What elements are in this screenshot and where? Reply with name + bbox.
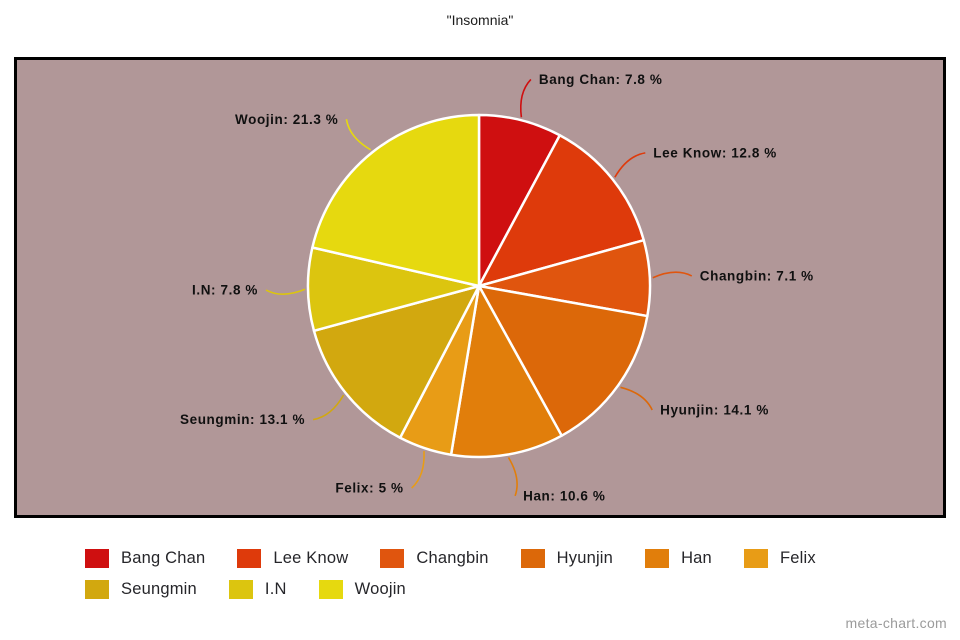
legend-item-hyunjin: Hyunjin — [520, 548, 614, 568]
legend-item-woojin: Woojin — [318, 579, 406, 599]
leader-line-felix — [411, 451, 425, 489]
slice-label-han: Han: 10.6 % — [523, 488, 605, 503]
legend: Bang Chan Lee Know Changbin Hyunjin Han Felix… — [85, 548, 897, 599]
legend-label-woojin: Woojin — [354, 579, 406, 598]
slice-label-bang-chan: Bang Chan: 7.8 % — [539, 72, 663, 87]
legend-item-lee-know: Lee Know — [237, 548, 348, 568]
legend-swatch-bang-chan — [85, 548, 109, 568]
legend-swatch-lee-know — [237, 548, 262, 568]
legend-item-felix: Felix — [743, 548, 816, 568]
legend-label-changbin: Changbin — [416, 548, 489, 567]
legend-swatch-i-n — [228, 579, 253, 599]
legend-label-han: Han — [681, 548, 712, 567]
legend-item-han: Han — [645, 548, 712, 568]
legend-swatch-seungmin — [85, 579, 109, 599]
leader-line-changbin — [652, 271, 693, 279]
legend-item-bang-chan: Bang Chan — [85, 548, 205, 568]
legend-swatch-hyunjin — [520, 548, 545, 568]
legend-label-i-n: I.N — [264, 579, 287, 598]
legend-label-felix: Felix — [779, 548, 816, 567]
leader-line-han — [507, 457, 518, 497]
slice-label-i-n: I.N: 7.8 % — [192, 283, 258, 298]
slice-label-felix: Felix: 5 % — [335, 481, 403, 496]
slice-label-seungmin: Seungmin: 13.1 % — [180, 412, 305, 427]
slice-hyunjin — [477, 284, 649, 437]
legend-item-i-n: I.N — [228, 579, 287, 599]
legend-item-seungmin: Seungmin — [85, 579, 197, 599]
legend-item-changbin: Changbin — [380, 548, 488, 568]
leader-line-hyunjin — [620, 386, 653, 411]
leader-line-lee-know — [614, 152, 646, 178]
legend-swatch-felix — [743, 548, 768, 568]
slice-label-lee-know: Lee Know: 12.8 % — [653, 145, 777, 160]
leader-line-seungmin — [312, 394, 345, 421]
chart-title: "Insomnia" — [446, 12, 514, 28]
legend-label-seungmin: Seungmin — [121, 579, 197, 598]
legend-swatch-woojin — [318, 579, 343, 599]
leader-line-bang-chan — [519, 78, 532, 118]
legend-label-lee-know: Lee Know — [273, 548, 349, 567]
legend-label-hyunjin: Hyunjin — [556, 548, 614, 567]
legend-swatch-han — [645, 548, 670, 568]
leader-line-woojin — [345, 119, 372, 151]
slice-lee-know — [477, 134, 645, 288]
legend-label-bang-chan: Bang Chan — [121, 548, 206, 567]
slice-seungmin — [312, 284, 481, 439]
legend-swatch-changbin — [380, 548, 405, 568]
watermark: meta-chart.com — [845, 615, 947, 631]
slice-label-woojin: Woojin: 21.3 % — [235, 112, 338, 127]
leader-line-i-n — [265, 288, 306, 295]
slice-label-hyunjin: Hyunjin: 14.1 % — [660, 402, 769, 417]
slice-label-changbin: Changbin: 7.1 % — [700, 268, 814, 283]
slice-woojin — [311, 113, 481, 288]
slice-han — [449, 284, 563, 459]
